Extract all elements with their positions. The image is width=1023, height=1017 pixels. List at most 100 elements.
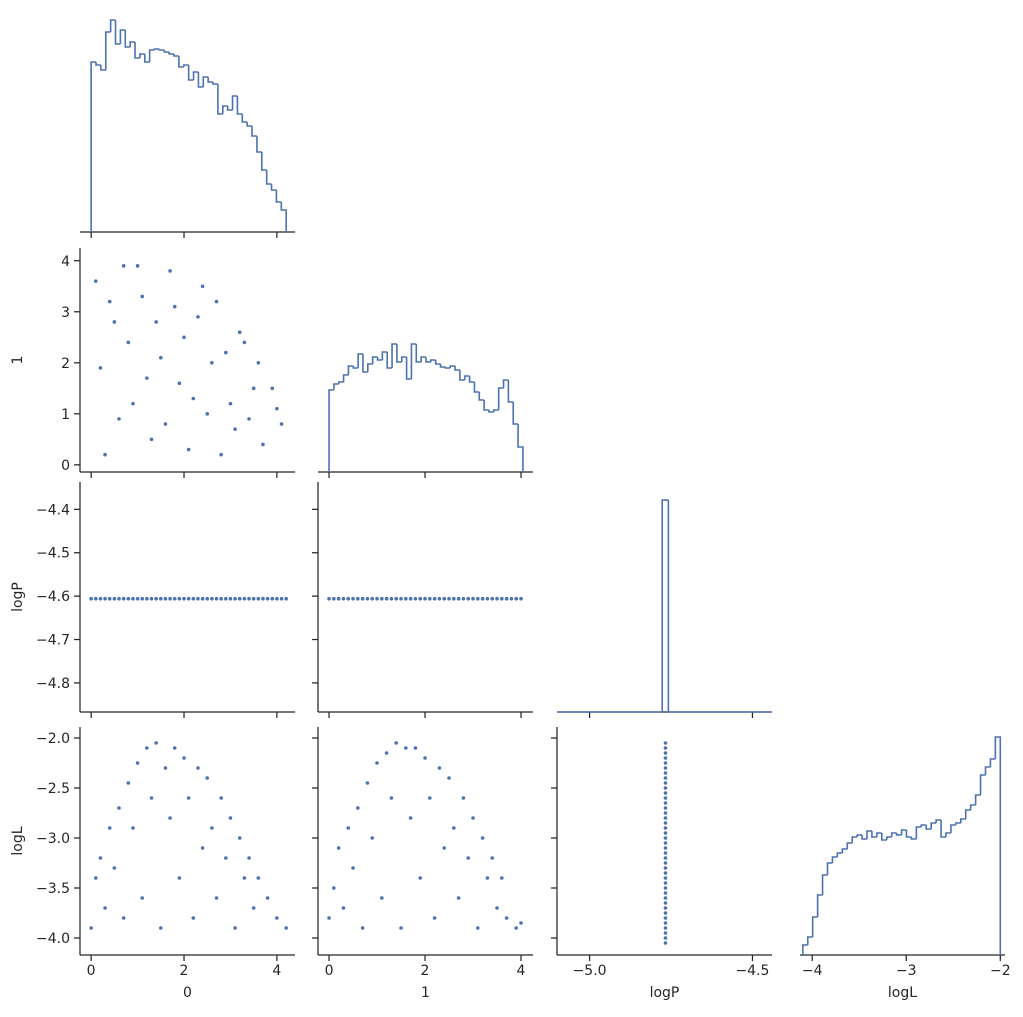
- scatter-point: [519, 921, 523, 925]
- y-tick-label: −2.5: [36, 781, 70, 797]
- scatter-point: [663, 851, 668, 855]
- scatter-point: [224, 596, 228, 601]
- scatter-point: [461, 596, 466, 601]
- scatter-point: [98, 366, 103, 370]
- hist-step: [473, 382, 480, 393]
- scatter-point: [351, 866, 355, 870]
- x-tick-label: 0: [87, 963, 96, 979]
- scatter-point: [485, 596, 490, 601]
- scatter-point: [663, 871, 668, 875]
- y-axis-label: logP: [10, 582, 26, 612]
- scatter-point: [131, 596, 135, 601]
- scatter-point: [663, 881, 668, 885]
- hist-step: [371, 356, 378, 364]
- scatter-point: [504, 596, 509, 601]
- scatter-point: [233, 926, 237, 930]
- x-axis-label: logP: [650, 985, 680, 1001]
- scatter-point: [191, 396, 196, 401]
- scatter-point: [163, 422, 168, 426]
- scatter-point: [423, 596, 427, 601]
- scatter-point: [126, 340, 131, 345]
- scatter-point: [370, 596, 375, 601]
- scatter-point: [163, 596, 168, 601]
- scatter-point: [251, 386, 256, 391]
- scatter-point: [332, 596, 336, 601]
- scatter-point: [219, 796, 223, 800]
- scatter-point: [145, 746, 149, 750]
- hist-step: [846, 842, 853, 849]
- scatter-point: [663, 921, 668, 925]
- scatter-point: [98, 856, 103, 860]
- scatter-point: [186, 796, 191, 800]
- x-tick-label: −4.5: [735, 963, 769, 979]
- hist-step: [265, 170, 272, 185]
- hist-step: [881, 833, 887, 841]
- hist-step: [256, 136, 262, 153]
- hist-step: [109, 19, 116, 32]
- hist-step: [90, 61, 97, 232]
- scatter-point: [504, 916, 509, 920]
- scatter-point: [356, 806, 360, 810]
- hist-step: [661, 499, 669, 712]
- hist-step: [270, 184, 277, 191]
- scatter-point: [384, 751, 389, 755]
- scatter-point: [237, 836, 242, 840]
- scatter-point: [480, 596, 485, 601]
- scatter-point: [191, 596, 196, 601]
- scatter-point: [158, 355, 163, 360]
- scatter-point: [471, 816, 475, 820]
- scatter-point: [663, 786, 668, 790]
- y-tick-label: −3.0: [36, 831, 70, 847]
- scatter-point: [663, 801, 668, 805]
- scatter-point: [284, 926, 288, 930]
- scatter-point: [663, 856, 668, 860]
- x-tick-label: 0: [325, 963, 334, 979]
- hist-step: [925, 825, 932, 830]
- scatter-point: [408, 816, 413, 820]
- hist-step: [935, 819, 942, 823]
- scatter-point: [663, 796, 668, 800]
- scatter-point: [663, 766, 668, 770]
- scatter-point: [237, 596, 242, 601]
- hist-step: [826, 862, 833, 875]
- scatter-point: [140, 294, 145, 299]
- hist-step: [173, 54, 179, 57]
- hist-step: [95, 62, 101, 66]
- hist-step: [478, 392, 485, 401]
- hist-step: [226, 106, 233, 111]
- scatter-point: [228, 596, 233, 601]
- hist-step: [920, 824, 927, 827]
- scatter-point: [103, 596, 107, 601]
- scatter-point: [89, 596, 93, 601]
- hist-step: [192, 71, 199, 80]
- hist-step: [342, 374, 349, 382]
- hist-step: [945, 832, 951, 837]
- scatter-point: [476, 596, 480, 601]
- scatter-point: [242, 340, 247, 345]
- scatter-point: [196, 315, 200, 319]
- scatter-point: [365, 781, 370, 785]
- scatter-point: [205, 596, 210, 601]
- y-tick-label: −4.5: [36, 546, 70, 562]
- scatter-point: [495, 596, 499, 601]
- hist-step: [979, 774, 986, 795]
- hist-step: [984, 766, 991, 775]
- scatter-point: [380, 596, 384, 601]
- scatter-point: [663, 821, 668, 825]
- hist-step: [415, 344, 422, 363]
- scatter-point: [121, 916, 126, 920]
- scatter-point: [186, 447, 191, 452]
- scatter-point: [341, 596, 346, 601]
- hist-step: [153, 48, 160, 50]
- scatter-point: [663, 776, 668, 780]
- scatter-point: [663, 806, 668, 810]
- scatter-point: [93, 279, 98, 283]
- scatter-point: [456, 896, 461, 900]
- scatter-point: [437, 766, 442, 770]
- hist-step: [148, 49, 155, 62]
- scatter-point: [275, 596, 279, 601]
- hist-step: [221, 105, 228, 114]
- scatter-point: [384, 596, 389, 601]
- scatter-point: [663, 811, 668, 815]
- scatter-point: [214, 299, 219, 304]
